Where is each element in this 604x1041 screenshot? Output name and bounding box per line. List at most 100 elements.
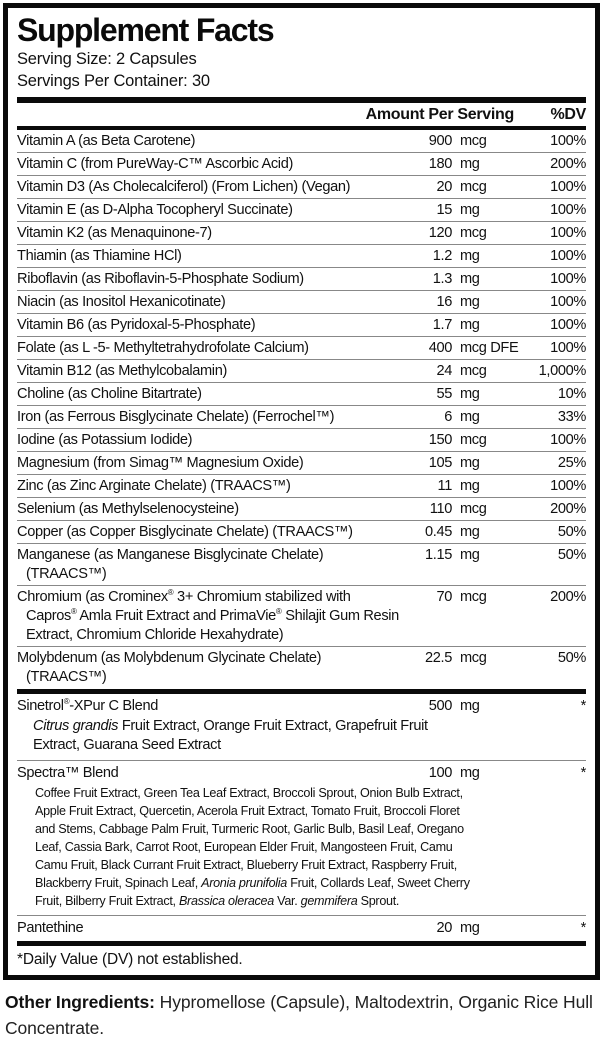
nutrient-name: Copper (as Copper Bisglycinate Chelate) … [17, 523, 353, 540]
nutrient-table: Vitamin A (as Beta Carotene) 900 mcg 100% Vi… [17, 130, 586, 688]
nutrient-name: Vitamin E (as D-Alpha Tocopheryl Succina… [17, 201, 293, 218]
blend-ingredients: Citrus grandis Fruit Extract, Orange Fru… [33, 717, 428, 753]
nutrient-unit: mg [460, 764, 480, 781]
divider-under-header [17, 126, 586, 130]
nutrient-amount: 105 [428, 454, 453, 471]
nutrient-name: Vitamin B6 (as Pyridoxal-5-Phosphate) [17, 316, 256, 333]
nutrient-amount: 180 [428, 155, 453, 172]
nutrient-name: Vitamin A (as Beta Carotene) [17, 132, 196, 149]
nutrient-unit: mg [460, 385, 480, 402]
nutrient-dv: 50% [557, 649, 587, 666]
nutrient-unit: mcg [460, 224, 487, 241]
nutrient-dv: 100% [550, 477, 586, 494]
other-ingredients: Other Ingredients: Hypromellose (Capsule… [5, 989, 598, 1041]
nutrient-row: Manganese (as Manganese Bisglycinate Che… [17, 544, 586, 586]
nutrient-row: Copper (as Copper Bisglycinate Chelate) … [17, 521, 586, 544]
nutrient-amount: 55 [436, 385, 452, 402]
nutrient-row: Vitamin E (as D-Alpha Tocopheryl Succina… [17, 199, 586, 222]
nutrient-row: Molybdenum (as Molybdenum Glycinate Chel… [17, 647, 586, 688]
nutrient-unit: mg [460, 201, 480, 218]
nutrient-name: Vitamin D3 (As Cholecalciferol) (From Li… [17, 178, 351, 195]
nutrient-name: Vitamin K2 (as Menaquinone-7) [17, 224, 212, 241]
nutrient-row: Zinc (as Zinc Arginate Chelate) (TRAACS™… [17, 475, 586, 498]
nutrient-unit: mg [460, 523, 480, 540]
nutrient-row: Vitamin C (from PureWay-C™ Ascorbic Acid… [17, 153, 586, 176]
nutrient-amount: 22.5 [424, 649, 452, 666]
nutrient-dv: 200% [550, 588, 586, 605]
nutrient-amount: 100 [428, 764, 453, 781]
nutrient-dv: 100% [550, 178, 586, 195]
nutrient-amount: 20 [436, 919, 452, 936]
nutrient-dv: 25% [557, 454, 587, 471]
nutrient-unit: mcg [460, 362, 487, 379]
nutrient-dv: 10% [557, 385, 587, 402]
nutrient-unit: mcg [460, 178, 487, 195]
nutrient-name: Chromium (as Crominex® 3+ Chromium stabi… [17, 587, 399, 643]
nutrient-unit: mg [460, 454, 480, 471]
nutrient-row: Vitamin D3 (As Cholecalciferol) (From Li… [17, 176, 586, 199]
nutrient-amount: 6 [444, 408, 452, 425]
nutrient-dv: 50% [557, 546, 587, 563]
nutrient-row: Magnesium (from Simag™ Magnesium Oxide) 1… [17, 452, 586, 475]
blend-ingredients: Coffee Fruit Extract, Green Tea Leaf Ext… [35, 785, 470, 908]
nutrient-row: Riboflavin (as Riboflavin-5-Phosphate So… [17, 268, 586, 291]
nutrient-name: Vitamin C (from PureWay-C™ Ascorbic Acid… [17, 155, 293, 172]
nutrient-amount: 11 [437, 477, 453, 494]
column-header-row: Amount Per Serving %DV [17, 103, 587, 126]
nutrient-row: Iodine (as Potassium Iodide) 150 mcg 100% [17, 429, 586, 452]
other-ingredients-label: Other Ingredients: [5, 991, 155, 1012]
nutrient-name: Choline (as Choline Bitartrate) [17, 385, 202, 402]
nutrient-dv: 100% [550, 270, 586, 287]
nutrient-name: Pantethine [17, 919, 84, 936]
nutrient-unit: mg [460, 316, 480, 333]
nutrient-name: Zinc (as Zinc Arginate Chelate) (TRAACS™… [17, 477, 291, 494]
nutrient-dv: 100% [550, 316, 586, 333]
nutrient-amount: 900 [428, 132, 453, 149]
nutrient-dv: 100% [550, 431, 586, 448]
nutrient-row: Niacin (as Inositol Hexanicotinate) 16 mg 1… [17, 291, 586, 314]
nutrient-row: Vitamin B6 (as Pyridoxal-5-Phosphate) 1.7… [17, 314, 586, 337]
nutrient-amount: 120 [428, 224, 453, 241]
nutrient-amount: 1.2 [432, 247, 453, 264]
nutrient-amount: 400 [428, 339, 453, 356]
nutrient-dv: 100% [550, 339, 586, 356]
nutrient-dv: 100% [550, 201, 586, 218]
nutrient-dv: * [580, 764, 587, 781]
nutrient-dv: 100% [550, 247, 586, 264]
nutrient-unit: mg [460, 247, 480, 264]
nutrient-unit: mcg [460, 588, 487, 605]
nutrient-unit: mcg DFE [460, 339, 519, 356]
column-header-amount: Amount Per Serving [365, 106, 515, 123]
nutrient-name: Molybdenum (as Molybdenum Glycinate Chel… [17, 649, 322, 685]
nutrient-unit: mg [460, 408, 480, 425]
nutrient-row: Iron (as Ferrous Bisglycinate Chelate) (… [17, 406, 586, 429]
nutrient-name: Vitamin B12 (as Methylcobalamin) [17, 362, 227, 379]
nutrient-unit: mcg [460, 132, 487, 149]
nutrient-name: Selenium (as Methylselenocysteine) [17, 500, 239, 517]
nutrient-row: Vitamin A (as Beta Carotene) 900 mcg 100% [17, 130, 586, 153]
nutrient-row: Vitamin B12 (as Methylcobalamin) 24 mcg 1,0… [17, 360, 586, 383]
nutrient-row: Folate (as L -5- Methyltetrahydrofolate … [17, 337, 586, 360]
nutrient-dv: 100% [550, 224, 586, 241]
nutrient-amount: 24 [436, 362, 452, 379]
nutrient-unit: mg [460, 919, 480, 936]
blend-table: Sinetrol®-XPur C Blend 500 mg * Citrus grand… [17, 694, 586, 940]
servings-per-container: Servings Per Container: 30 [17, 72, 210, 90]
nutrient-dv: 33% [557, 408, 587, 425]
nutrient-name: Spectra™ Blend [17, 764, 119, 781]
nutrient-dv: 100% [550, 293, 586, 310]
nutrient-unit: mg [460, 155, 480, 172]
nutrient-row: Pantethine 20 mg * [17, 916, 586, 940]
nutrient-name: Iodine (as Potassium Iodide) [17, 431, 193, 448]
nutrient-name: Folate (as L -5- Methyltetrahydrofolate … [17, 339, 309, 356]
nutrient-dv: * [580, 919, 587, 936]
nutrient-amount: 16 [436, 293, 452, 310]
column-header-dv: %DV [550, 106, 586, 123]
nutrient-dv: 200% [550, 155, 586, 172]
nutrient-amount: 20 [436, 178, 452, 195]
daily-value-footnote: *Daily Value (DV) not established. [17, 950, 243, 968]
nutrient-unit: mg [460, 697, 480, 714]
nutrient-amount: 1.15 [424, 546, 452, 563]
nutrient-row: Sinetrol®-XPur C Blend 500 mg * Citrus grand… [17, 694, 586, 761]
nutrient-amount: 1.7 [432, 316, 453, 333]
